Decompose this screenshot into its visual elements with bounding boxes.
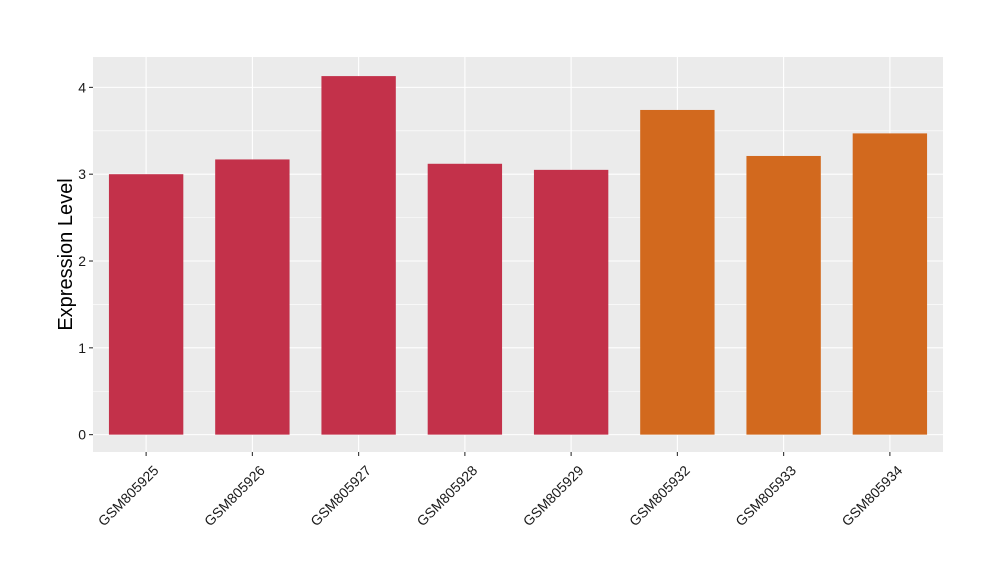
y-tick-label: 3 xyxy=(78,166,86,182)
bar-GSM805932 xyxy=(640,109,715,435)
y-axis: 0 1 2 3 4 xyxy=(78,79,93,443)
bar-GSM805925 xyxy=(108,174,184,435)
x-tick-label: GSM805933 xyxy=(732,462,799,529)
y-tick-label: 1 xyxy=(78,340,86,356)
y-axis-title: Expression Level xyxy=(55,178,77,330)
bar-GSM805926 xyxy=(215,159,290,435)
x-tick-label: GSM805928 xyxy=(413,462,480,529)
bar-GSM805934 xyxy=(852,133,928,435)
bar-GSM805933 xyxy=(746,155,821,435)
x-tick-label: GSM805929 xyxy=(520,462,587,529)
y-tick-label: 4 xyxy=(78,79,86,95)
x-tick-label: GSM805927 xyxy=(307,462,374,529)
bars xyxy=(108,76,928,435)
x-tick-label: GSM805925 xyxy=(95,462,162,529)
x-tick-label: GSM805932 xyxy=(626,462,693,529)
y-tick-label: 2 xyxy=(78,253,86,269)
bar-GSM805928 xyxy=(427,163,503,435)
bar-GSM805929 xyxy=(533,169,609,435)
bar-GSM805927 xyxy=(321,76,396,435)
x-axis: GSM805925 GSM805926 GSM805927 GSM805928 GSM8… xyxy=(95,452,906,529)
y-tick-label: 0 xyxy=(78,427,86,443)
x-tick-label: GSM805926 xyxy=(201,462,268,529)
x-tick-label: GSM805934 xyxy=(838,462,905,529)
